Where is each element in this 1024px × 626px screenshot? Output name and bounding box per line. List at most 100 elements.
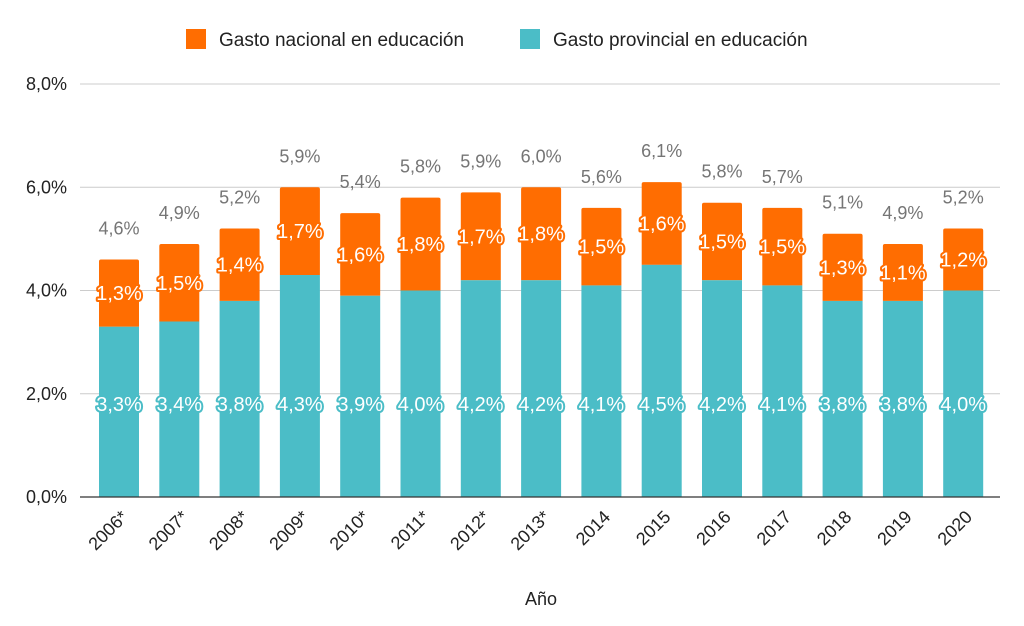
y-tick-label: 4,0% [26,281,67,301]
x-tick-label: 2006* [84,507,131,554]
x-tick-label: 2018 [813,507,855,549]
x-tick-label: 2012* [446,507,493,554]
data-label-provincial: 4,1% [579,394,625,416]
bar-provincial [882,300,923,497]
data-label-provincial: 4,1% [760,394,806,416]
x-tick-label: 2016 [692,507,734,549]
data-label-total: 4,9% [882,203,923,223]
data-label-nacional: 1,1% [880,262,926,284]
x-tick-label: 2013* [507,507,554,554]
data-label-nacional: 1,4% [217,255,263,277]
bar-nacional [641,182,682,265]
x-tick-label: 2008* [205,507,252,554]
data-label-provincial: 4,2% [458,394,504,416]
data-label-nacional: 1,2% [940,250,986,272]
data-label-total: 4,9% [159,203,200,223]
data-label-nacional: 1,3% [96,283,142,305]
x-tick-label: 2011* [387,507,433,553]
bar-provincial [762,285,803,497]
x-tick-label: 2017 [753,507,795,549]
bar-nacional [159,244,200,322]
bar-nacional [762,207,803,286]
legend-label: Gasto provincial en educación [553,30,808,51]
data-label-nacional: 1,5% [760,237,806,259]
x-axis-title: Año [525,589,557,609]
bar-provincial [400,290,441,497]
data-label-nacional: 1,5% [157,273,203,295]
y-tick-label: 2,0% [26,384,67,404]
bar-provincial [822,300,863,497]
bar-nacional [99,259,139,327]
legend-swatch [520,29,540,49]
data-label-nacional: 1,5% [699,231,745,253]
x-tick-label: 2020 [934,507,976,549]
bar-provincial [159,321,200,497]
data-label-total: 5,7% [762,167,803,187]
data-label-total: 5,4% [340,172,381,192]
bar-provincial [943,290,984,497]
bar-nacional [400,197,441,291]
x-tick-label: 2015 [632,507,674,549]
bar-nacional [822,233,863,301]
data-label-provincial: 4,0% [398,394,444,416]
bars [99,182,984,497]
data-labels: 3,3% 1,3% 4,6% 3,4% 1,5% 4,9% 3,8% 1,4% 5,2% 4,3%… [94,141,988,418]
data-label-nacional: 1,7% [458,226,504,248]
bar-provincial [279,275,320,497]
x-tick-label: 2007* [145,507,192,554]
data-label-total: 6,0% [521,146,562,166]
bar-provincial [340,295,381,497]
data-label-provincial: 4,5% [639,394,685,416]
bar-nacional [279,187,320,276]
bar-provincial [702,280,742,497]
data-label-nacional: 1,6% [337,244,383,266]
bar-provincial [99,326,139,497]
data-label-nacional: 1,5% [579,237,625,259]
bar-nacional [882,244,923,301]
data-label-nacional: 1,6% [639,213,685,235]
data-label-provincial: 3,8% [217,394,263,416]
data-label-total: 5,2% [219,188,260,208]
x-tick-label: 2009* [265,507,312,554]
bar-nacional [581,207,622,286]
bar-nacional [340,213,381,296]
data-label-provincial: 4,3% [277,394,323,416]
data-label-total: 5,8% [701,162,742,182]
bar-provincial [641,264,682,497]
bar-nacional [943,228,984,291]
data-label-nacional: 1,3% [820,257,866,279]
bar-nacional [460,192,501,281]
data-label-nacional: 1,8% [398,234,444,256]
data-label-provincial: 4,2% [518,394,564,416]
data-label-nacional: 1,7% [277,221,323,243]
x-tick-label: 2010* [326,507,373,554]
data-label-nacional: 1,8% [518,224,564,246]
data-label-total: 5,8% [400,157,441,177]
data-label-total: 5,9% [460,151,501,171]
y-tick-label: 8,0% [26,74,67,94]
bar-nacional [521,187,562,281]
x-tick-label: 2019 [873,507,915,549]
data-label-provincial: 3,4% [157,394,203,416]
data-label-total: 5,6% [581,167,622,187]
legend-swatch [186,29,206,49]
legend-label: Gasto nacional en educación [219,30,464,51]
data-label-total: 6,1% [641,141,682,161]
data-label-provincial: 4,2% [699,394,745,416]
data-label-total: 4,6% [98,219,139,239]
bar-provincial [521,280,562,497]
bar-provincial [581,285,622,497]
data-label-total: 5,2% [943,188,984,208]
data-label-total: 5,1% [822,193,863,213]
bar-provincial [219,300,260,497]
data-label-provincial: 3,8% [880,394,926,416]
data-label-provincial: 3,9% [337,394,383,416]
y-tick-label: 0,0% [26,487,67,507]
bar-provincial [460,280,501,497]
data-label-provincial: 3,8% [820,394,866,416]
y-tick-label: 6,0% [26,177,67,197]
bar-nacional [219,228,260,301]
data-label-total: 5,9% [279,146,320,166]
